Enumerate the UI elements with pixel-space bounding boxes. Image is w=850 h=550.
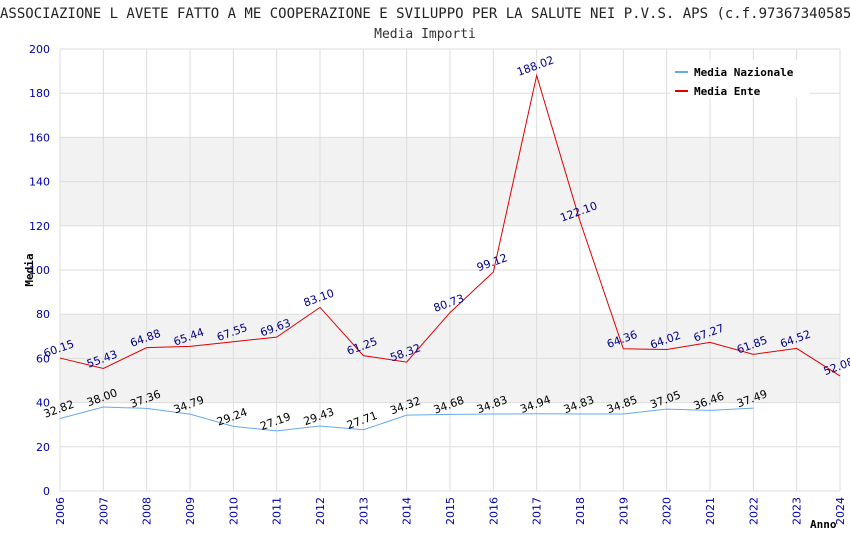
legend-box	[670, 60, 810, 98]
chart-title: ASSOCIAZIONE L AVETE FATTO A ME COOPERAZ…	[0, 6, 850, 22]
y-tick-label: 0	[43, 485, 50, 498]
x-tick-label: 2013	[357, 497, 370, 525]
y-axis-ticks: 0 20 40 60 80 100 120 140 160 180 200	[29, 43, 50, 498]
legend-label: Media Ente	[694, 85, 761, 98]
y-tick-label: 140	[29, 176, 50, 189]
grid-lines	[59, 48, 841, 492]
x-tick-label: 2024	[834, 497, 847, 525]
series-line-1	[59, 73, 841, 377]
x-tick-label: 2017	[531, 497, 544, 525]
x-tick-label: 2015	[444, 497, 457, 525]
y-tick-label: 60	[36, 352, 50, 365]
x-axis-ticks: 2006 2007 2008 2009 2010 2011 2012 2013 2014 2015…	[54, 497, 847, 525]
x-tick-label: 2018	[574, 497, 587, 525]
x-tick-label: 2006	[54, 497, 67, 525]
y-tick-label: 100	[29, 264, 50, 277]
y-axis-label: Media	[23, 253, 36, 286]
x-tick-label: 2014	[401, 497, 414, 525]
x-tick-label: 2012	[314, 497, 327, 525]
x-tick-label: 2011	[271, 497, 284, 525]
legend-label: Media Nazionale	[694, 66, 794, 79]
y-tick-label: 80	[36, 308, 50, 321]
series-lines	[59, 73, 841, 432]
chart-subtitle: Media Importi	[374, 27, 476, 42]
legend: Media Nazionale Media Ente	[670, 60, 810, 98]
y-tick-label: 40	[36, 397, 50, 410]
x-tick-label: 2019	[617, 497, 630, 525]
x-tick-label: 2009	[184, 497, 197, 525]
x-tick-label: 2016	[487, 497, 500, 525]
x-tick-label: 2021	[704, 497, 717, 525]
x-tick-label: 2022	[747, 497, 760, 525]
x-axis-label: Anno	[810, 518, 837, 531]
y-tick-label: 200	[29, 43, 50, 56]
y-tick-label: 20	[36, 441, 50, 454]
y-tick-label: 120	[29, 220, 50, 233]
x-tick-label: 2023	[791, 497, 804, 525]
y-tick-label: 160	[29, 131, 50, 144]
x-tick-label: 2020	[661, 497, 674, 525]
x-tick-label: 2008	[141, 497, 154, 525]
x-tick-label: 2007	[97, 497, 110, 525]
y-tick-label: 180	[29, 87, 50, 100]
x-tick-label: 2010	[227, 497, 240, 525]
series-line-0	[59, 406, 754, 432]
